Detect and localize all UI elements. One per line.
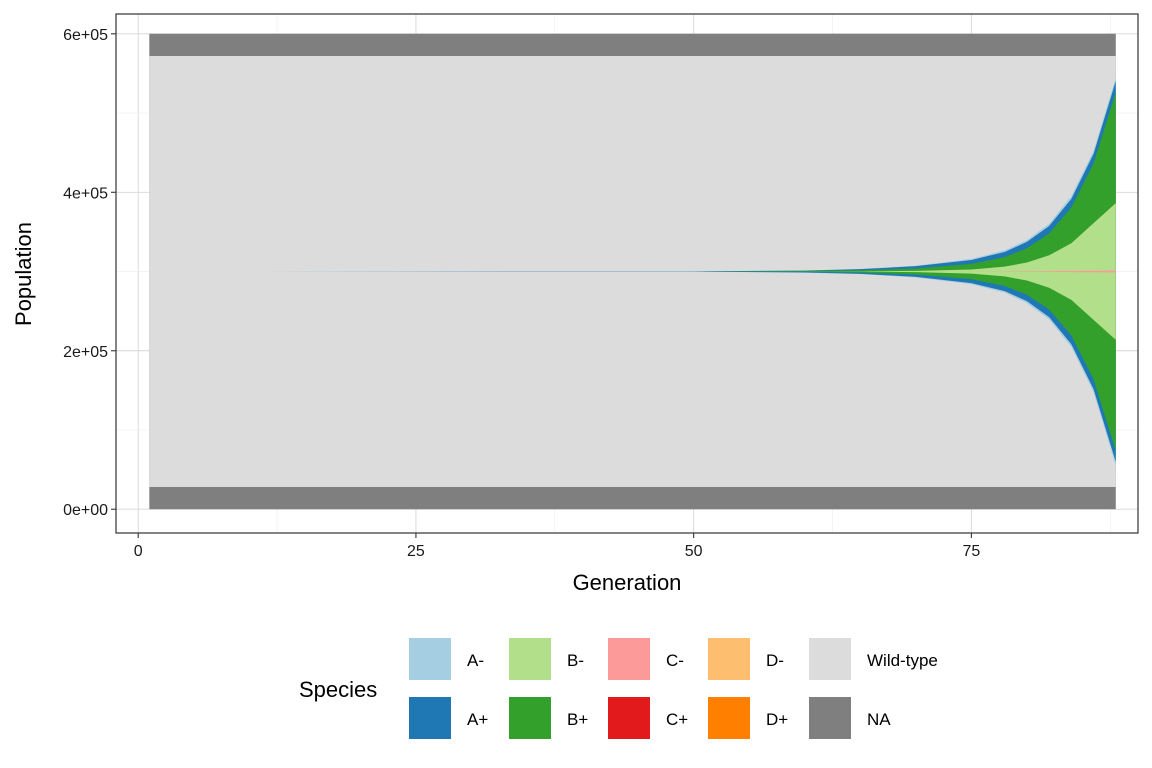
legend-label: B+ — [567, 710, 588, 729]
legend-item: B+ — [509, 697, 588, 739]
area-layers — [149, 33, 1116, 510]
legend-swatch — [708, 638, 750, 680]
x-tick-label: 75 — [962, 543, 980, 560]
x-tick-label: 50 — [685, 543, 703, 560]
legend-swatch — [409, 697, 451, 739]
legend-swatch — [809, 638, 851, 680]
x-axis: 0 25 50 75 — [134, 533, 980, 560]
y-axis: 0e+00 2e+05 4e+05 6e+05 — [63, 27, 116, 519]
legend-label: A+ — [467, 710, 488, 729]
plot-panel — [115, 13, 1139, 534]
legend-label: Wild-type — [867, 651, 938, 670]
legend-swatch — [509, 697, 551, 739]
legend-swatch — [409, 638, 451, 680]
legend-swatch — [509, 638, 551, 680]
legend-item: D- — [708, 638, 784, 680]
y-tick-label: 2e+05 — [63, 344, 108, 361]
legend-label: B- — [567, 651, 584, 670]
legend-item: NA — [809, 697, 891, 739]
y-tick-label: 6e+05 — [63, 27, 108, 44]
x-tick-label: 0 — [134, 543, 143, 560]
legend-label: D- — [766, 651, 784, 670]
y-tick-label: 4e+05 — [63, 185, 108, 202]
legend-item: C+ — [608, 697, 688, 739]
x-tick-label: 25 — [407, 543, 425, 560]
legend-swatch — [608, 638, 650, 680]
legend: Species A- A+ B- B+ C- C+ D- D+ Wild-type NA — [299, 638, 938, 739]
legend-item: C- — [608, 638, 684, 680]
legend-swatch — [809, 697, 851, 739]
legend-title: Species — [299, 677, 377, 702]
legend-label: A- — [467, 651, 484, 670]
legend-item: A- — [409, 638, 484, 680]
area-b-minusplus — [149, 92, 1116, 451]
y-axis-title: Population — [11, 222, 36, 326]
legend-item: A+ — [409, 697, 488, 739]
legend-label: C- — [666, 651, 684, 670]
y-tick-label: 0e+00 — [63, 502, 108, 519]
legend-swatch — [708, 697, 750, 739]
legend-item: Wild-type — [809, 638, 938, 680]
area-c-minus — [149, 270, 1116, 273]
panel-border — [115, 13, 1139, 534]
legend-label: D+ — [766, 710, 788, 729]
x-axis-title: Generation — [573, 570, 682, 595]
legend-label: C+ — [666, 710, 688, 729]
legend-item: B- — [509, 638, 584, 680]
legend-item: D+ — [708, 697, 788, 739]
legend-label: NA — [867, 710, 891, 729]
legend-swatch — [608, 697, 650, 739]
